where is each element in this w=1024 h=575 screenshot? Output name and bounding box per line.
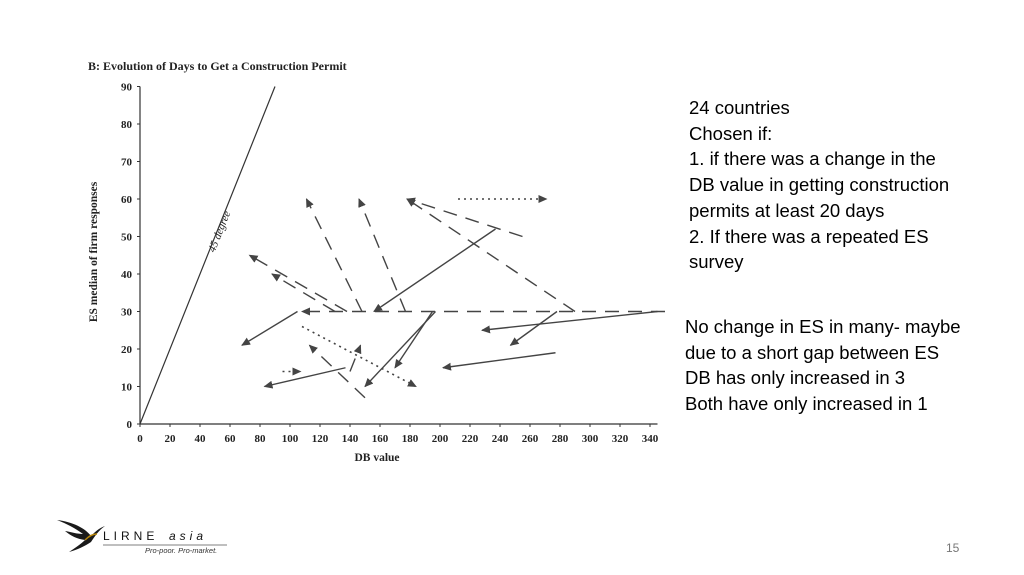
notes-line: DB has only increased in 3 bbox=[685, 367, 906, 389]
notes-line: permits at least 20 days bbox=[689, 199, 885, 221]
country-arrow bbox=[271, 273, 336, 313]
logo-name-lower: asia bbox=[169, 529, 207, 543]
y-tick-label: 70 bbox=[121, 157, 133, 169]
page-number: 15 bbox=[946, 541, 960, 555]
x-tick-label: 260 bbox=[522, 433, 539, 445]
notes-line: 24 countries bbox=[689, 97, 790, 118]
x-tick-label: 100 bbox=[282, 433, 299, 445]
x-tick-label: 0 bbox=[137, 433, 143, 445]
x-tick-label: 340 bbox=[642, 433, 659, 445]
x-tick-label: 120 bbox=[312, 433, 329, 445]
notes-line: Both have only increased in 1 bbox=[685, 393, 928, 415]
x-tick-label: 200 bbox=[432, 433, 449, 445]
notes-line: 1. if there was a change in the bbox=[689, 148, 936, 170]
country-arrow bbox=[358, 198, 407, 312]
y-tick-label: 60 bbox=[121, 194, 133, 206]
x-tick-label: 20 bbox=[165, 433, 177, 445]
country-arrow bbox=[394, 311, 434, 369]
country-arrow bbox=[241, 310, 298, 346]
x-tick-label: 320 bbox=[612, 433, 629, 445]
country-arrow bbox=[406, 197, 523, 238]
country-arrow bbox=[509, 310, 558, 346]
country-arrow bbox=[248, 254, 348, 313]
x-tick-label: 160 bbox=[372, 433, 389, 445]
x-tick-label: 140 bbox=[342, 433, 359, 445]
notes-criteria: 24 countries Chosen if: 1. if there was … bbox=[689, 95, 1014, 275]
x-tick-label: 40 bbox=[195, 433, 207, 445]
y-tick-label: 80 bbox=[121, 119, 133, 131]
x-tick-label: 300 bbox=[582, 433, 599, 445]
y-tick-label: 20 bbox=[121, 344, 133, 356]
country-arrow bbox=[308, 344, 366, 399]
y-tick-label: 90 bbox=[121, 82, 133, 94]
x-tick-label: 220 bbox=[462, 433, 479, 445]
country-arrow bbox=[301, 325, 417, 388]
logo-tagline: Pro-poor. Pro-market. bbox=[145, 546, 217, 555]
y-tick-label: 30 bbox=[121, 307, 133, 319]
y-tick-label: 10 bbox=[121, 382, 133, 394]
country-arrow bbox=[349, 344, 362, 372]
notes-line: survey bbox=[689, 251, 744, 273]
bird-icon bbox=[57, 520, 105, 552]
notes-line: DB value in getting construction bbox=[689, 174, 950, 196]
reference-line-label: 45 degree bbox=[206, 209, 233, 254]
notes-line: No change in ES in many- maybe bbox=[685, 316, 961, 337]
country-arrow bbox=[373, 228, 496, 313]
x-axis-label: DB value bbox=[354, 452, 399, 464]
country-arrow bbox=[481, 310, 658, 334]
y-tick-label: 50 bbox=[121, 232, 133, 244]
x-tick-label: 60 bbox=[225, 433, 237, 445]
notes-line: due to a short gap between ES bbox=[685, 341, 940, 363]
x-tick-label: 180 bbox=[402, 433, 419, 445]
y-tick-label: 40 bbox=[121, 269, 133, 281]
country-arrow bbox=[305, 198, 363, 312]
x-tick-label: 280 bbox=[552, 433, 569, 445]
reference-line-45-degree bbox=[139, 86, 276, 425]
lirneasia-logo: LIRNE asia Pro-poor. Pro-market. bbox=[57, 520, 227, 555]
chart-title: B: Evolution of Days to Get a Constructi… bbox=[88, 59, 347, 73]
notes-line: 2. If there was a repeated ES bbox=[689, 225, 929, 247]
x-tick-label: 80 bbox=[255, 433, 267, 445]
chart: B: Evolution of Days to Get a Constructi… bbox=[88, 59, 665, 464]
country-arrow bbox=[263, 367, 346, 389]
y-tick-label: 0 bbox=[127, 419, 133, 431]
country-arrow bbox=[442, 352, 556, 371]
country-arrow bbox=[406, 198, 576, 313]
y-axis-label: ES median of firm responses bbox=[88, 181, 100, 322]
notes-findings: No change in ES in many- maybe due to a … bbox=[685, 314, 1015, 417]
logo-name-upper: LIRNE bbox=[103, 529, 158, 543]
x-tick-label: 240 bbox=[492, 433, 509, 445]
notes-line: Chosen if: bbox=[689, 122, 773, 144]
